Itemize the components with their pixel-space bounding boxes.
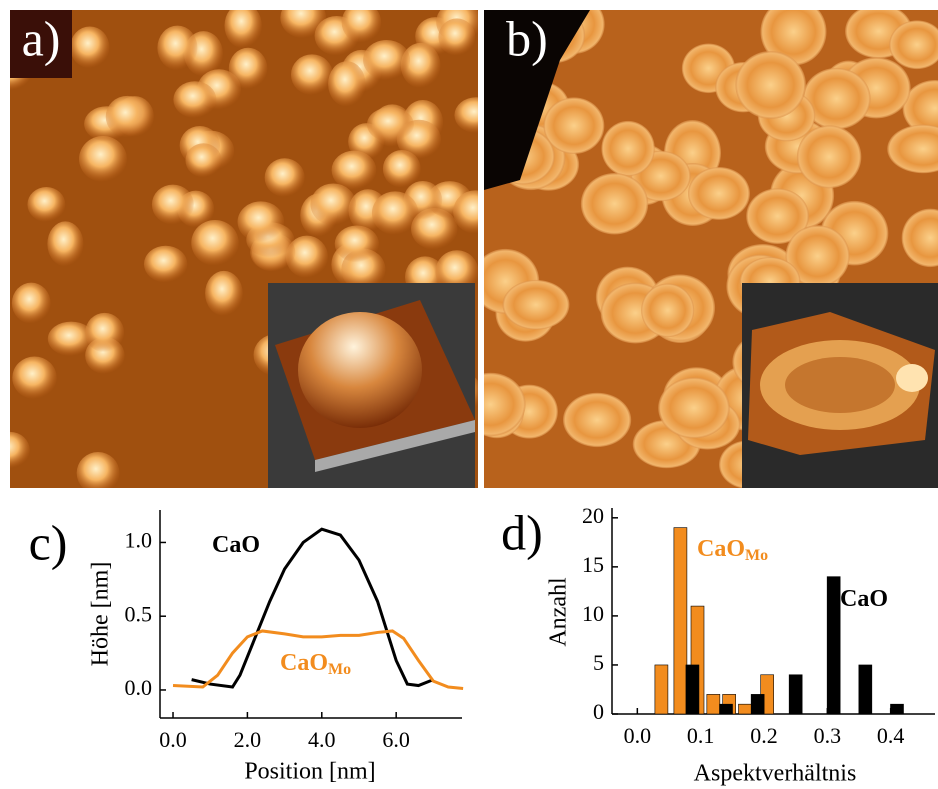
particle	[157, 26, 197, 71]
particle	[144, 246, 187, 283]
bar	[720, 704, 733, 714]
x-tick-label: 0.1	[687, 723, 715, 748]
bar	[891, 704, 904, 714]
island	[581, 173, 648, 235]
series-label: CaO	[212, 532, 260, 558]
panel-label: b)	[506, 10, 548, 66]
island	[641, 283, 694, 337]
particle	[85, 313, 124, 352]
particle	[438, 18, 475, 55]
x-tick-label: 6.0	[382, 727, 410, 752]
chart-title: c)	[29, 514, 68, 570]
x-axis-title: Position [nm]	[244, 759, 375, 785]
particle	[70, 26, 109, 68]
bar	[655, 665, 668, 714]
island	[502, 280, 569, 330]
y-tick-label: 1.0	[125, 528, 153, 553]
x-tick-label: 0.4	[877, 723, 905, 748]
particle	[173, 81, 216, 118]
bar	[739, 704, 752, 714]
particle	[79, 136, 127, 182]
bar	[789, 675, 802, 714]
particle	[47, 221, 83, 266]
island	[563, 393, 631, 447]
particle	[229, 48, 268, 89]
particle	[27, 187, 65, 222]
particle	[152, 185, 194, 225]
particle	[328, 61, 366, 106]
particle	[265, 158, 305, 197]
particle	[291, 54, 333, 95]
particle	[238, 201, 284, 242]
bar	[674, 528, 687, 714]
inset-a	[268, 283, 475, 488]
x-tick-label: 0.3	[814, 723, 842, 748]
y-tick-label: 10	[582, 601, 604, 626]
particle	[332, 151, 377, 190]
y-tick-label: 5	[593, 650, 604, 675]
island	[601, 121, 654, 176]
particle	[191, 220, 238, 266]
particle	[106, 96, 149, 138]
y-tick-label: 20	[582, 503, 604, 528]
particle	[77, 452, 120, 494]
particle	[372, 191, 418, 234]
bar	[686, 665, 699, 714]
particle	[12, 356, 56, 399]
bar	[707, 694, 720, 714]
panel-label: a)	[22, 10, 61, 66]
x-tick-label: 0.0	[159, 727, 187, 752]
y-tick-label: 0.0	[125, 675, 153, 700]
x-tick-label: 0.0	[624, 723, 652, 748]
island	[797, 125, 861, 188]
y-axis-title: Anzahl	[546, 577, 572, 647]
series-label: CaO	[840, 586, 888, 612]
particle	[185, 143, 221, 177]
bar	[751, 694, 764, 714]
x-axis-title: Aspektverhältnis	[694, 761, 857, 787]
y-tick-label: 15	[582, 552, 604, 577]
x-tick-label: 2.0	[234, 727, 262, 752]
x-tick-label: 4.0	[308, 727, 336, 752]
figure: a) b) c) Position [nm] Höhe [nm] 0.0 2.0 4.0 6…	[0, 0, 938, 789]
y-tick-label: 0	[593, 699, 604, 724]
chart-title: d)	[501, 504, 543, 560]
bar	[827, 577, 840, 714]
particle	[363, 40, 410, 80]
bar	[859, 665, 872, 714]
island	[543, 97, 604, 154]
y-axis-title: Höhe [nm]	[88, 562, 114, 667]
island	[735, 51, 806, 119]
particle	[310, 183, 356, 225]
particle	[367, 107, 414, 142]
inset-b	[742, 283, 938, 488]
x-tick-label: 0.2	[750, 723, 778, 748]
particle	[205, 271, 243, 316]
particle	[12, 283, 51, 324]
y-tick-label: 0.5	[125, 601, 153, 626]
island	[688, 167, 750, 220]
island	[658, 377, 730, 438]
